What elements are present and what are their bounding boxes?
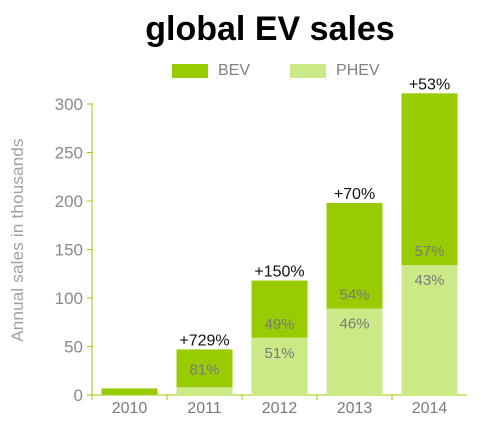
share-label-phev: 51% [264, 345, 294, 362]
y-tick-label: 50 [64, 338, 83, 357]
bar-bev-2013 [326, 202, 383, 309]
y-tick-label: 100 [55, 289, 83, 308]
x-tick-label: 2010 [112, 400, 148, 417]
bar-phev-2014 [401, 265, 458, 395]
chart-legend: BEV PHEV [172, 62, 408, 80]
growth-label: +53% [409, 76, 450, 93]
chart-title: global EV sales [145, 10, 395, 48]
y-tick-label: 200 [55, 192, 83, 211]
legend-item-phev: PHEV [290, 62, 380, 80]
growth-label: +150% [254, 264, 304, 281]
legend-item-bev: BEV [172, 62, 250, 80]
legend-label-phev: PHEV [336, 62, 380, 79]
share-label-phev: 46% [339, 316, 369, 333]
growth-label: +729% [179, 332, 229, 349]
bar-phev-2013 [326, 308, 383, 395]
legend-swatch-bev [172, 64, 208, 78]
bar-bev-2010 [101, 388, 158, 395]
legend-swatch-phev [290, 64, 327, 78]
bar-bev-2012 [251, 280, 308, 338]
x-tick-label: 2013 [337, 400, 373, 417]
share-label-bev: 49% [264, 316, 294, 333]
y-tick-label: 0 [74, 386, 83, 405]
x-tick-label: 2012 [262, 400, 298, 417]
share-label-bev: 81% [189, 361, 219, 378]
growth-label: +70% [334, 186, 375, 203]
legend-label-bev: BEV [218, 62, 251, 79]
share-label-bev: 54% [339, 287, 369, 304]
share-label-phev: 43% [414, 272, 444, 289]
y-tick-label: 250 [55, 144, 83, 163]
x-tick-label: 2014 [412, 400, 448, 417]
y-tick-label: 150 [55, 241, 83, 260]
share-label-bev: 57% [414, 243, 444, 260]
x-tick-label: 2011 [187, 400, 222, 417]
bar-phev-2012 [251, 337, 308, 395]
y-tick-label: 300 [55, 95, 83, 114]
bar-bev-2014 [401, 93, 458, 266]
bar-bev-2011 [176, 349, 233, 388]
bar-phev-2011 [176, 387, 233, 395]
